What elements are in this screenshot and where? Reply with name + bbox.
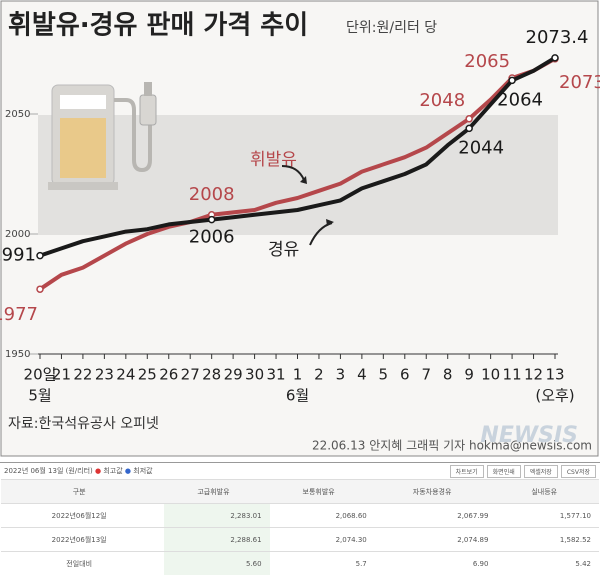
data-label: 2073	[559, 72, 600, 93]
cell: 2022년06월12일	[1, 504, 164, 528]
x-tick-label: 4	[357, 366, 367, 384]
x-tick-label: 11	[503, 366, 522, 384]
cell: 6.90	[375, 552, 497, 575]
data-label: 1991	[0, 245, 36, 266]
cell: 2,068.60	[270, 504, 375, 528]
legend-label: 최고값	[103, 467, 122, 475]
x-sublabel: (오후)	[535, 387, 574, 405]
x-tick-label: 26	[159, 366, 178, 384]
data-label: 2048	[419, 90, 465, 111]
data-label: 2006	[189, 227, 235, 248]
y-tick-label: 2050	[5, 109, 30, 120]
chart-title: 휘발유·경유 판매 가격 추이	[8, 11, 308, 41]
header-cell: 실내등유	[496, 480, 599, 504]
button[interactable]: 엑셀저장	[524, 465, 558, 478]
x-tick-label: 22	[73, 366, 92, 384]
x-tick-label: 28	[202, 366, 221, 384]
x-tick-label: 8	[443, 366, 453, 384]
data-label: 2008	[189, 184, 235, 205]
cell: 2,074.89	[375, 528, 497, 552]
x-tick-label: 5	[379, 366, 389, 384]
header-cell: 구분	[1, 480, 164, 504]
data-label: 1977	[0, 304, 38, 325]
cell: 1,577.10	[496, 504, 599, 528]
legend-label: 최저값	[133, 467, 152, 475]
table-caption: 2022년 06월 13일 (원/리터) ● 최고값 ● 최저값	[4, 466, 153, 476]
button[interactable]: 차트보기	[450, 465, 484, 478]
header-cell: 보통휘발유	[270, 480, 375, 504]
y-tick-label: 2000	[5, 229, 30, 240]
x-tick-label: 12	[524, 366, 543, 384]
cell: 2022년06월13일	[1, 528, 164, 552]
x-tick-label: 24	[116, 366, 135, 384]
point	[209, 217, 215, 223]
point	[37, 286, 43, 292]
data-label: 2044	[458, 137, 504, 158]
band	[38, 115, 558, 235]
x-sublabel: 6월	[286, 387, 309, 405]
data-label: 2073.4	[526, 27, 589, 48]
button[interactable]: 화면인쇄	[487, 465, 521, 478]
x-tick-label: 21	[52, 366, 71, 384]
x-tick-label: 9	[464, 366, 474, 384]
x-tick-label: 23	[95, 366, 114, 384]
cell: 5.60	[164, 552, 269, 575]
x-tick-label: 27	[181, 366, 200, 384]
x-tick-label: 30	[245, 366, 264, 384]
y-tick-label: 1950	[5, 349, 30, 360]
point	[552, 55, 558, 61]
cell: 2,283.01	[164, 504, 269, 528]
annotation: 경유	[268, 240, 299, 260]
x-tick-label: 25	[138, 366, 157, 384]
x-tick-label: 10	[481, 366, 500, 384]
chart-subtitle: 단위:원/리터 당	[346, 20, 437, 36]
table-title: 2022년 06월 13일 (원/리터)	[4, 467, 93, 475]
button[interactable]: CSV저장	[561, 465, 596, 478]
cell: 2,067.99	[375, 504, 497, 528]
cell: 2,288.61	[164, 528, 269, 552]
x-tick-label: 2	[314, 366, 324, 384]
x-tick-label: 6	[400, 366, 410, 384]
cell: 5.42	[496, 552, 599, 575]
data-label: 2065	[464, 51, 510, 72]
point	[509, 77, 515, 83]
chart: 휘발유·경유 판매 가격 추이 단위:원/리터 당 휘발유 경유 자료:한국석유…	[0, 0, 600, 458]
x-tick-label: 29	[224, 366, 243, 384]
header-cell: 자동차용경유	[375, 480, 497, 504]
x-tick-label: 7	[421, 366, 431, 384]
header-cell: 고급휘발유	[164, 480, 269, 504]
cell: 5.7	[270, 552, 375, 575]
watermark: NEWSIS	[480, 423, 578, 448]
point	[466, 116, 472, 122]
data-label: 2064	[497, 89, 543, 110]
cell: 전일대비	[1, 552, 164, 575]
point	[466, 125, 472, 131]
x-tick-label: 3	[336, 366, 346, 384]
x-tick-label: 31	[266, 366, 285, 384]
source: 자료:한국석유공사 오피넷	[8, 416, 159, 432]
cell: 1,582.52	[496, 528, 599, 552]
point	[37, 253, 43, 259]
x-tick-label: 13	[545, 366, 564, 384]
x-sublabel: 5월	[28, 387, 51, 405]
cell: 2,074.30	[270, 528, 375, 552]
x-tick-label: 1	[293, 366, 303, 384]
